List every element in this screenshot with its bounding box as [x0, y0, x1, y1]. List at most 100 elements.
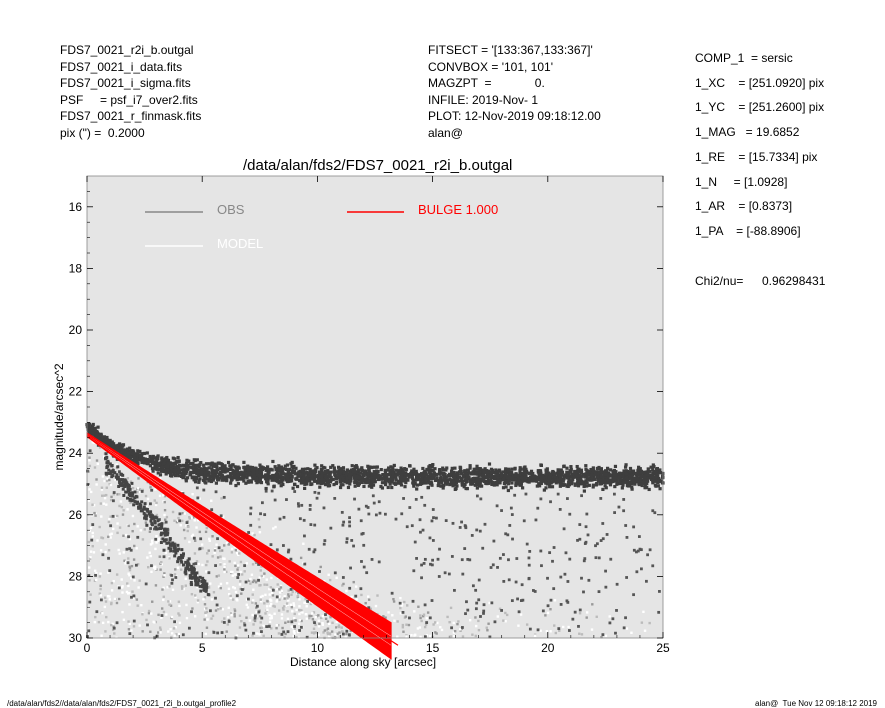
scatter-point-dark — [196, 496, 200, 500]
scatter-point-obs — [199, 461, 203, 465]
scatter-point-faint — [136, 490, 140, 494]
scatter-point-faint — [230, 613, 233, 617]
scatter-point-faint — [280, 613, 284, 616]
scatter-point-faint — [155, 541, 158, 544]
scatter-point-faint — [109, 536, 112, 539]
scatter-point-obs — [295, 476, 299, 480]
scatter-point-obs — [591, 469, 596, 473]
scatter-point-obs — [477, 484, 481, 488]
scatter-point-dark — [105, 455, 109, 459]
scatter-point-obs — [365, 477, 369, 481]
scatter-point-obs — [514, 472, 518, 476]
scatter-point-faint — [89, 593, 92, 596]
scatter-point-faint — [418, 626, 422, 629]
scatter-point-obs — [309, 476, 313, 480]
scatter-point-obs — [127, 451, 131, 455]
scatter-point-obs — [440, 481, 444, 485]
scatter-point-obs — [323, 466, 327, 470]
scatter-point-faint — [453, 629, 457, 633]
scatter-point-faint — [369, 607, 372, 611]
scatter-point-obs — [576, 470, 580, 474]
scatter-point-dark — [577, 624, 580, 628]
scatter-point-faint — [89, 526, 93, 530]
scatter-point-obs — [598, 482, 602, 486]
scatter-point-obs — [156, 471, 160, 475]
scatter-point-dark — [614, 631, 617, 635]
scatter-point-obs — [255, 472, 259, 477]
scatter-point-dark — [160, 614, 164, 617]
scatter-point-faint — [223, 557, 226, 560]
scatter-point-faint — [328, 622, 331, 626]
scatter-point-dark — [99, 598, 103, 602]
scatter-point-obs — [236, 465, 240, 469]
scatter-point-obs — [658, 487, 662, 491]
scatter-point-dark — [192, 536, 196, 540]
scatter-point-dark — [609, 557, 613, 561]
scatter-point-faint — [544, 614, 547, 617]
scatter-point-obs — [504, 485, 508, 489]
scatter-point-faint — [95, 478, 98, 481]
scatter-point-obs — [657, 470, 661, 475]
scatter-point-dark — [549, 500, 552, 504]
scatter-point-dark — [116, 475, 120, 479]
scatter-point-obs — [561, 478, 565, 482]
scatter-point-obs — [509, 472, 514, 476]
scatter-point-faint — [292, 635, 295, 638]
scatter-point-obs — [271, 459, 275, 464]
x-tick-label: 10 — [311, 641, 325, 655]
scatter-point-obs — [93, 435, 98, 440]
scatter-point-faint — [279, 584, 283, 588]
scatter-point-faint — [165, 515, 169, 519]
scatter-point-obs — [266, 471, 270, 475]
scatter-point-dark — [329, 526, 333, 530]
scatter-point-dark — [216, 537, 219, 541]
scatter-point-faint — [279, 586, 283, 589]
scatter-point-dark — [645, 579, 648, 583]
scatter-point-dark — [187, 557, 191, 561]
scatter-point-faint — [278, 588, 281, 591]
scatter-point-dark — [112, 626, 116, 630]
scatter-point-obs — [391, 471, 395, 475]
scatter-point-obs — [605, 469, 609, 473]
scatter-point-dark — [199, 589, 203, 593]
header-mid-line-5: alan@ — [428, 125, 463, 140]
scatter-point-obs — [373, 473, 377, 478]
scatter-point-dark — [637, 535, 641, 538]
scatter-point-faint — [123, 559, 126, 562]
scatter-point-dark — [377, 560, 381, 564]
scatter-point-dark — [303, 562, 307, 566]
scatter-point-obs — [354, 464, 358, 468]
scatter-point-faint — [238, 552, 241, 555]
scatter-point-obs — [456, 474, 460, 478]
scatter-point-obs — [338, 476, 342, 480]
scatter-point-faint — [496, 615, 500, 618]
scatter-point-faint — [88, 456, 91, 459]
scatter-point-obs — [415, 483, 420, 487]
scatter-point-faint — [181, 519, 184, 523]
scatter-point-faint — [585, 611, 589, 614]
scatter-point-faint — [230, 551, 234, 554]
scatter-point-obs — [303, 482, 307, 486]
scatter-point-faint — [292, 604, 296, 607]
scatter-point-dark — [359, 519, 363, 523]
scatter-point-faint — [99, 587, 102, 591]
scatter-point-obs — [240, 476, 245, 480]
scatter-point-obs — [569, 482, 574, 486]
scatter-point-obs — [638, 467, 642, 471]
scatter-point-faint — [193, 519, 196, 522]
scatter-point-obs — [647, 487, 651, 492]
scatter-point-obs — [107, 440, 111, 444]
scatter-point-faint — [227, 606, 230, 610]
scatter-point-faint — [162, 586, 165, 590]
scatter-point-obs — [345, 481, 349, 485]
scatter-point-dark — [257, 578, 260, 582]
scatter-point-obs — [125, 447, 129, 451]
scatter-point-obs — [177, 470, 181, 474]
scatter-point-faint — [197, 562, 201, 566]
scatter-point-obs — [277, 469, 282, 473]
scatter-point-faint — [252, 588, 255, 591]
scatter-point-faint — [168, 600, 172, 603]
scatter-point-dark — [522, 519, 526, 523]
scatter-point-obs — [242, 460, 246, 464]
scatter-point-obs — [653, 483, 657, 487]
